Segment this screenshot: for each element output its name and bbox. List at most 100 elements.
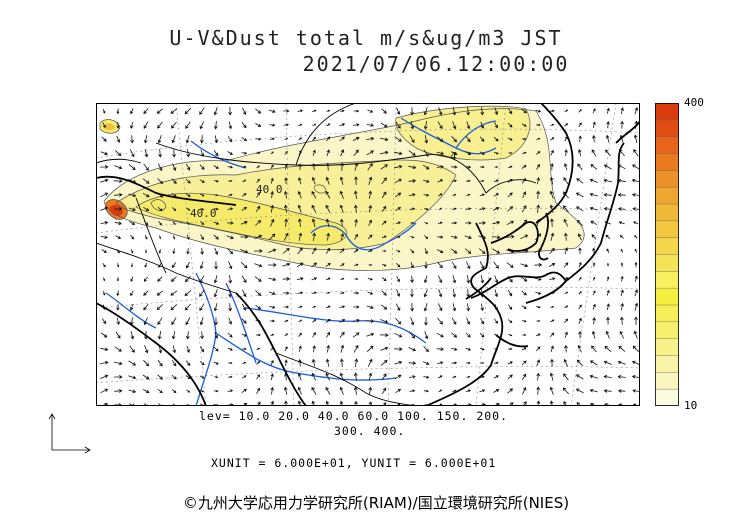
wind-arrow xyxy=(466,289,470,298)
wind-arrow xyxy=(241,193,247,197)
wind-arrow xyxy=(366,332,375,337)
wind-arrow xyxy=(633,134,638,143)
wind-arrow xyxy=(298,232,303,241)
wind-arrow xyxy=(185,375,191,380)
wind-arrow xyxy=(115,331,121,339)
wind-arrow xyxy=(156,290,163,296)
wind-arrow xyxy=(269,319,275,323)
wind-arrow xyxy=(116,248,120,254)
wind-arrow xyxy=(576,206,584,212)
wind-arrow xyxy=(326,149,330,157)
wind-arrow xyxy=(424,207,429,211)
wind-arrow xyxy=(507,137,513,141)
wind-arrow xyxy=(297,109,304,113)
wind-arrow xyxy=(340,291,345,295)
wind-arrow xyxy=(394,347,403,351)
wind-arrow xyxy=(354,162,359,171)
wind-arrow xyxy=(352,136,360,141)
wind-arrow xyxy=(156,304,163,311)
wind-arrow xyxy=(522,387,527,395)
wind-arrow xyxy=(479,136,485,142)
wind-arrow xyxy=(549,262,556,267)
wind-arrow xyxy=(465,248,472,255)
wind-arrow xyxy=(284,319,289,322)
wind-arrow xyxy=(494,165,499,169)
wind-arrow xyxy=(381,108,387,114)
wind-arrow xyxy=(255,123,262,127)
wind-arrow xyxy=(128,389,137,394)
wind-arrow xyxy=(100,165,109,169)
wind-arrow xyxy=(589,206,598,211)
wind-arrow xyxy=(507,361,513,365)
wind-arrow xyxy=(437,262,443,269)
wind-arrow xyxy=(563,177,569,185)
wind-arrow xyxy=(576,178,584,184)
wind-arrow xyxy=(325,247,331,254)
wind-arrow xyxy=(592,121,596,128)
wind-arrow xyxy=(157,374,163,380)
wind-arrow xyxy=(522,137,527,141)
wind-arrow xyxy=(410,221,415,225)
wind-arrow xyxy=(634,120,639,129)
wind-arrow xyxy=(339,218,344,227)
wind-arrow xyxy=(592,134,596,143)
wind-arrow xyxy=(494,348,499,351)
wind-arrow xyxy=(352,318,360,323)
wind-arrow xyxy=(186,221,190,226)
wind-arrow xyxy=(451,361,458,365)
wind-arrow xyxy=(226,221,234,225)
wind-arrow xyxy=(130,234,134,240)
wind-arrow xyxy=(214,261,218,270)
wind-arrow xyxy=(312,232,317,241)
wind-arrow xyxy=(353,204,358,213)
wind-arrow xyxy=(466,121,471,130)
color-scale-max: 400 xyxy=(684,96,704,109)
wind-arrow xyxy=(100,178,109,183)
wind-arrow xyxy=(296,262,304,268)
vector-units: XUNIT = 6.000E+01, YUNIT = 6.000E+01 xyxy=(211,456,497,470)
wind-arrow xyxy=(100,220,109,225)
wind-arrow xyxy=(632,207,639,211)
wind-arrow xyxy=(366,123,374,127)
wind-arrow xyxy=(240,249,249,254)
wind-arrow xyxy=(284,346,288,352)
color-scale-swatch xyxy=(655,389,679,406)
wind-arrow xyxy=(130,263,134,268)
wind-arrow xyxy=(102,262,106,268)
color-scale-swatch xyxy=(655,288,679,306)
graticule xyxy=(96,103,640,406)
wind-arrow xyxy=(270,191,274,199)
wind-arrow xyxy=(591,233,597,240)
wind-arrow xyxy=(352,332,360,338)
wind-arrow xyxy=(507,388,513,394)
wind-arrow xyxy=(536,372,541,381)
wind-arrow xyxy=(367,109,374,113)
wind-arrow xyxy=(451,261,457,269)
wind-arrow xyxy=(410,289,414,298)
wind-arrow xyxy=(520,263,529,268)
wind-arrow xyxy=(493,261,499,269)
wind-arrow xyxy=(311,372,317,381)
wind-arrow xyxy=(101,249,107,253)
wind-arrow xyxy=(380,346,389,351)
wind-arrow xyxy=(593,276,596,281)
wind-arrow xyxy=(143,163,149,171)
wind-arrow xyxy=(171,121,177,129)
wind-arrow xyxy=(506,220,514,226)
wind-arrow xyxy=(408,179,417,183)
wind-arrow xyxy=(297,190,302,199)
wind-arrow xyxy=(479,375,485,379)
wind-arrow xyxy=(380,164,388,170)
wind-arrow xyxy=(423,389,429,393)
wind-arrow xyxy=(199,121,204,130)
wind-arrow xyxy=(520,234,529,240)
wind-arrow xyxy=(282,277,291,281)
wind-arrow xyxy=(284,372,288,381)
wind-arrow xyxy=(130,290,134,297)
wind-arrow xyxy=(480,318,484,325)
wind-arrow xyxy=(115,150,122,157)
color-scale-swatch xyxy=(655,119,679,138)
wind-arrow xyxy=(283,109,290,113)
wind-arrow xyxy=(494,289,499,298)
wind-arrow xyxy=(452,288,457,298)
